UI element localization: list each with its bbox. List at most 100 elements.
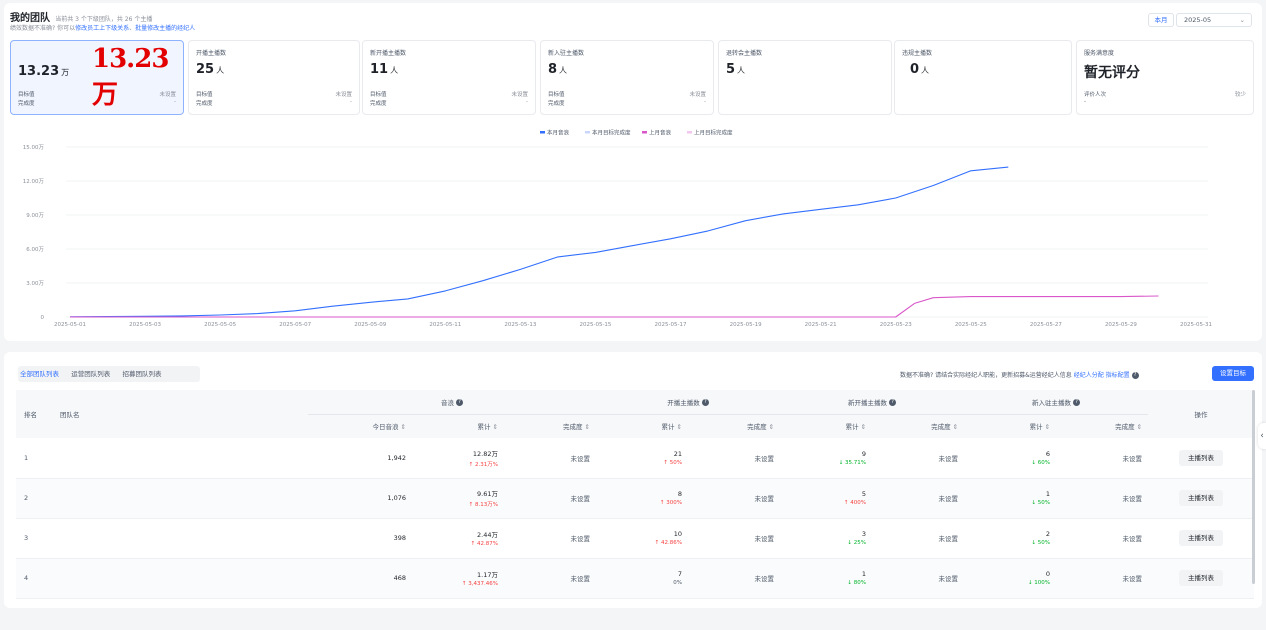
live-total-cell: 10 ↑ 42.86% bbox=[596, 518, 688, 558]
metric-card-yinlang[interactable]: 13.23 万 13.23万 目标值 未设置 完成度 - bbox=[10, 40, 184, 115]
chevron-left-icon[interactable]: ‹ bbox=[1258, 423, 1266, 449]
sub-title: 今日音浪 bbox=[372, 423, 399, 432]
help-icon[interactable]: ? bbox=[701, 399, 709, 407]
sort-icon: ⇕ bbox=[584, 423, 590, 432]
yinlang-rate-cell: 未设置 bbox=[570, 535, 591, 543]
edit-hierarchy-link[interactable]: 修改员工上下级关系 bbox=[75, 25, 130, 32]
metric-card-satisfaction[interactable]: 服务满意度 暂无评分 评价人次 较少 - bbox=[1076, 40, 1254, 115]
sort-icon: ⇕ bbox=[1044, 423, 1051, 432]
x-tick-label: 2025-05-13 bbox=[504, 322, 536, 328]
total-value: 6 bbox=[1045, 449, 1051, 458]
newjoin-total-cell: 6 ↓ 60% bbox=[964, 438, 1056, 478]
metric-title: 开播主播数 bbox=[196, 50, 227, 57]
change-value: ↓ 25% bbox=[847, 540, 867, 546]
metric-title: 违规主播数 bbox=[902, 50, 933, 57]
yinlang-rate-cell: 未设置 bbox=[570, 575, 591, 583]
team-table: 排名 团队名 音浪 ? 开播主播数 ? 新开播主播数 ? 新入驻主播数 ? 操作… bbox=[16, 390, 1255, 599]
agent-assignment-link[interactable]: 经纪人分配 bbox=[1073, 372, 1104, 379]
metric-config-link[interactable]: 指标配置 bbox=[1105, 372, 1130, 379]
x-tick-label: 2025-05-31 bbox=[1180, 322, 1212, 328]
total-value: 2 bbox=[1045, 530, 1051, 538]
anchor-list-button[interactable]: 主播列表 bbox=[1179, 570, 1224, 586]
rate-row: 完成度 - bbox=[548, 99, 706, 107]
chevron-down-icon: ⌄ bbox=[1239, 16, 1245, 24]
metric-title: 退转会主播数 bbox=[726, 50, 763, 57]
highlight-value-overlay: 13.23万 bbox=[92, 44, 169, 110]
newjoin-total-cell: 0 ↓ 100% bbox=[964, 558, 1056, 598]
metric-number: 暂无评分 bbox=[1084, 65, 1140, 81]
change-value: ↓ 60% bbox=[1031, 459, 1051, 466]
sort-yinlang-rate[interactable]: 完成度 ⇕ bbox=[504, 414, 596, 438]
anchor-list-button[interactable]: 主播列表 bbox=[1179, 449, 1224, 466]
sort-live-rate[interactable]: 完成度 ⇕ bbox=[688, 414, 780, 438]
target-row: 目标值 未设置 bbox=[370, 90, 528, 98]
live-rate-cell: 未设置 bbox=[754, 535, 775, 543]
tab-recruit-teams[interactable]: 招募团队列表 bbox=[122, 370, 162, 378]
metric-value: 13.23 万 bbox=[18, 64, 176, 79]
batch-edit-agent-link[interactable]: 批量修改主播的经纪人 bbox=[135, 25, 196, 32]
anchor-list-button[interactable]: 主播列表 bbox=[1179, 490, 1224, 506]
title-row: 我的团队 当前共 3 个下级团队，共 26 个主播 bbox=[10, 9, 152, 24]
month-select[interactable]: 2025-05 ⌄ bbox=[1176, 13, 1252, 27]
operation-cell: 主播列表 bbox=[1148, 478, 1254, 518]
sort-newlive-rate[interactable]: 完成度 ⇕ bbox=[872, 414, 964, 438]
total-value: 7 bbox=[677, 570, 682, 578]
rate-value: - bbox=[704, 99, 706, 105]
tab-operation-teams[interactable]: 运营团队列表 bbox=[71, 370, 111, 378]
legend-swatch bbox=[687, 131, 692, 134]
metric-value: 11 人 bbox=[370, 62, 528, 77]
metric-unit: 人 bbox=[737, 66, 746, 75]
sort-live-total[interactable]: 累计 ⇕ bbox=[596, 414, 688, 438]
rate-label: 完成度 bbox=[548, 101, 565, 107]
today-yinlang-cell: 1,942 bbox=[387, 453, 406, 462]
sub-title: 累计 bbox=[1029, 423, 1043, 432]
total-value: 3 bbox=[861, 530, 867, 538]
sub-title: 完成度 bbox=[931, 423, 951, 432]
sort-icon: ⇕ bbox=[860, 423, 867, 432]
rate-label: 完成度 bbox=[18, 101, 35, 107]
x-tick-label: 2025-05-27 bbox=[1030, 322, 1062, 328]
sort-today-yinlang[interactable]: 今日音浪 ⇕ bbox=[308, 414, 412, 438]
y-tick-label: 6.00万 bbox=[26, 246, 44, 253]
rate-label: 完成度 bbox=[196, 101, 213, 107]
table-scrollbar[interactable] bbox=[1252, 390, 1255, 584]
notice-text: 数据不准确? 请结合实际经纪人职能，更新招募&运营经纪人信息 bbox=[900, 372, 1072, 379]
sort-newlive-total[interactable]: 累计 ⇕ bbox=[780, 414, 872, 438]
rank-cell: 2 bbox=[24, 494, 29, 502]
total-value: 5 bbox=[861, 490, 867, 498]
sort-yinlang-total[interactable]: 累计 ⇕ bbox=[412, 414, 504, 438]
group-title: 音浪 bbox=[440, 398, 454, 407]
metric-card-new-live-anchors[interactable]: 新开播主播数 11 人 目标值 未设置 完成度 - bbox=[362, 40, 536, 115]
help-icon[interactable]: ? bbox=[1131, 372, 1139, 379]
change-value: ↑ 8.13万% bbox=[468, 502, 498, 508]
sort-newjoin-rate[interactable]: 完成度 ⇕ bbox=[1056, 414, 1148, 438]
set-target-button[interactable]: 设置目标 bbox=[1212, 366, 1254, 381]
sort-newjoin-total[interactable]: 累计 ⇕ bbox=[964, 414, 1056, 438]
anchor-list-button[interactable]: 主播列表 bbox=[1179, 530, 1224, 546]
target-row: 目标值 未设置 bbox=[18, 90, 176, 98]
metric-unit: 万 bbox=[61, 68, 70, 77]
x-tick-label: 2025-05-17 bbox=[655, 322, 687, 328]
x-tick-label: 2025-05-05 bbox=[204, 322, 236, 328]
rate-value: - bbox=[526, 99, 528, 105]
newlive-rate-cell: 未设置 bbox=[938, 535, 959, 543]
metric-value: 25 人 bbox=[196, 62, 352, 77]
current-month-button[interactable]: 本月 bbox=[1148, 13, 1174, 27]
tab-all-teams[interactable]: 全部团队列表 bbox=[20, 370, 59, 378]
team-name-cell bbox=[46, 518, 308, 558]
change-value: ↓ 35.71% bbox=[838, 459, 867, 466]
metric-card-live-anchors[interactable]: 开播主播数 25 人 目标值 未设置 完成度 - bbox=[188, 40, 360, 115]
change-value: ↑ 3,437.46% bbox=[461, 581, 498, 587]
sub-title: 累计 bbox=[477, 423, 491, 432]
help-icon[interactable]: ? bbox=[1073, 399, 1081, 407]
table-row: 3 398 2.44万 ↑ 42.87% 未设置 10 ↑ 42.86% 未设置 3 ↓ 25% 未… bbox=[16, 518, 1255, 558]
accuracy-hint: 绩效数据不准确? 你可以修改员工上下级关系、批量修改主播的经纪人 bbox=[10, 23, 195, 32]
help-icon[interactable]: ? bbox=[889, 399, 897, 407]
group-title: 开播主播数 bbox=[667, 398, 700, 407]
help-icon[interactable]: ? bbox=[456, 399, 464, 407]
change-value: ↑ 50% bbox=[663, 459, 682, 466]
